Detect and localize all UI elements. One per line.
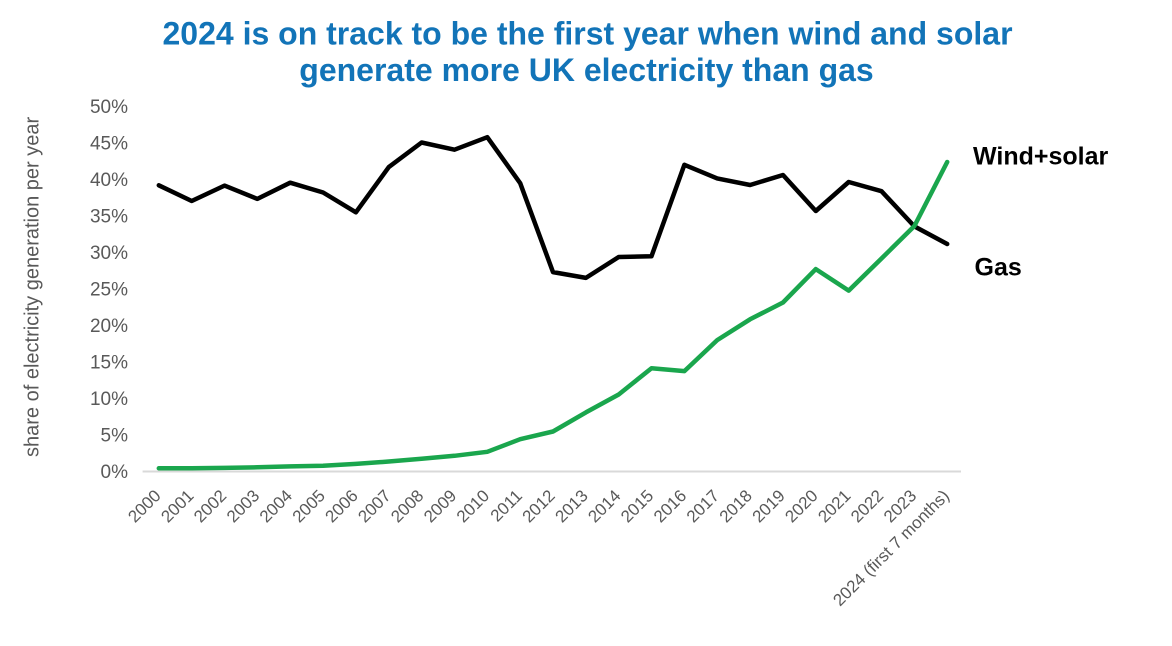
svg-text:15%: 15% [90,352,128,373]
svg-text:0%: 0% [101,462,129,483]
svg-text:45%: 45% [90,133,128,154]
svg-text:Wind+solar: Wind+solar [973,143,1108,171]
svg-text:Gas: Gas [975,253,1022,281]
svg-text:30%: 30% [90,243,128,264]
svg-text:5%: 5% [101,425,129,446]
svg-text:20%: 20% [90,316,128,337]
svg-text:50%: 50% [90,97,128,118]
svg-text:40%: 40% [90,170,128,191]
svg-text:generate more UK electricity t: generate more UK electricity than gas [299,52,873,88]
svg-text:35%: 35% [90,206,128,227]
svg-text:share of electricity generatio: share of electricity generation per year [21,116,43,457]
svg-text:25%: 25% [90,279,128,300]
svg-text:10%: 10% [90,389,128,410]
svg-text:2024 is on track to be the fir: 2024 is on track to be the first year wh… [162,15,1012,51]
